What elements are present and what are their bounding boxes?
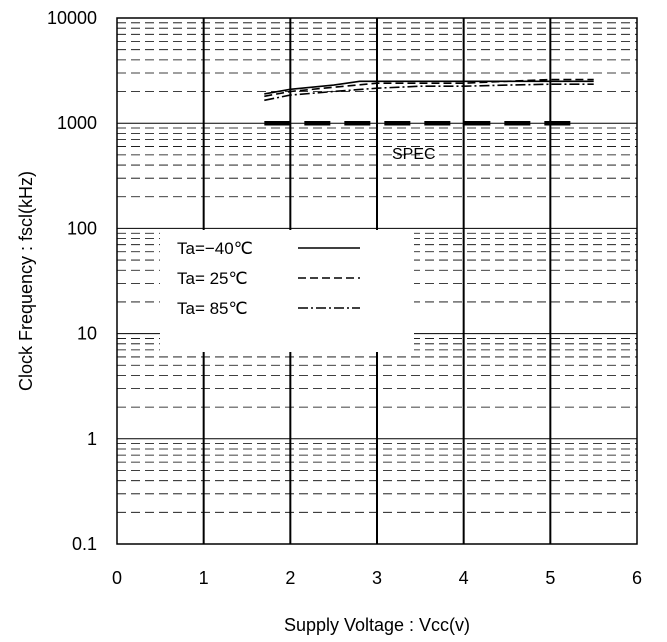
x-tick-label: 3 <box>372 568 382 588</box>
legend-label: Ta= 85℃ <box>177 299 248 318</box>
x-tick-label: 0 <box>112 568 122 588</box>
x-tick-label: 6 <box>632 568 642 588</box>
series-line-2 <box>264 78 594 98</box>
series-layer <box>264 78 594 102</box>
legend-label: Ta= 25℃ <box>177 269 248 288</box>
plot-frame <box>116 17 638 545</box>
series-line-3 <box>264 83 594 102</box>
legend: Ta=−40℃ Ta= 25℃ Ta= 85℃ <box>160 230 414 352</box>
y-axis-label: Clock Frequency : fscl(kHz) <box>16 171 36 391</box>
y-tick-label: 1 <box>87 429 97 449</box>
y-tick-label: 10 <box>77 324 97 344</box>
x-tick-label: 4 <box>459 568 469 588</box>
x-axis-label: Supply Voltage : Vcc(v) <box>284 615 470 635</box>
legend-label: Ta=−40℃ <box>177 239 253 258</box>
x-tick-label: 5 <box>545 568 555 588</box>
y-tick-label: 10000 <box>47 8 97 28</box>
spec-layer: SPEC <box>264 120 577 163</box>
x-tick-label: 2 <box>285 568 295 588</box>
y-tick-label: 100 <box>67 218 97 238</box>
spec-label: SPEC <box>392 146 436 163</box>
x-tick-label: 1 <box>199 568 209 588</box>
series-line-1 <box>264 80 594 95</box>
y-tick-label: 1000 <box>57 113 97 133</box>
y-tick-label: 0.1 <box>72 534 97 554</box>
tick-labels: 0 1 2 3 4 5 6 0.1 1 10 100 1000 10000 <box>47 8 642 588</box>
